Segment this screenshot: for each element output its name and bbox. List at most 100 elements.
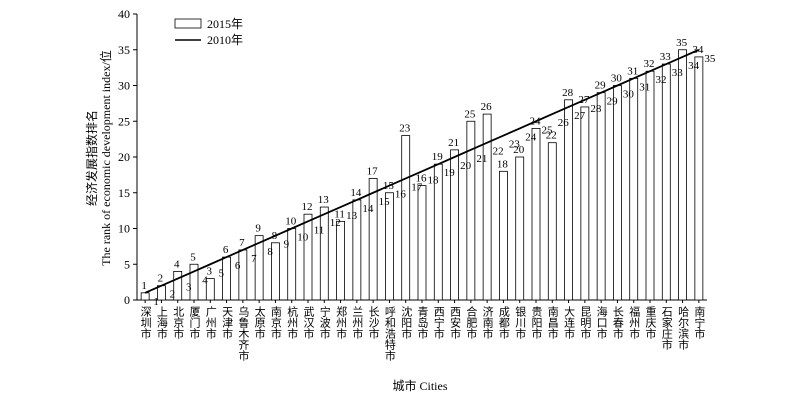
- line-value-label: 10: [297, 232, 309, 244]
- bar: [547, 142, 557, 301]
- x-tick-label: 合肥市: [465, 305, 478, 340]
- bar: [385, 192, 394, 301]
- line-value-label: 34: [688, 60, 700, 72]
- bar-value-label: 35: [676, 37, 688, 49]
- bar-value-label: 17: [367, 165, 379, 177]
- bar-value-label: 32: [644, 58, 655, 70]
- bar-value-label: 26: [481, 101, 493, 113]
- bar: [189, 263, 199, 301]
- bar-value-label: 16: [416, 173, 428, 185]
- line-value-label: 12: [330, 217, 341, 229]
- x-tick-label: 大连市: [563, 305, 576, 340]
- bar: [629, 77, 639, 301]
- bar: [661, 63, 671, 301]
- bar: [319, 206, 329, 301]
- bar: [645, 70, 655, 301]
- x-tick-label: 青岛市: [416, 306, 429, 340]
- bar-value-label: 25: [464, 108, 476, 120]
- line-value-label: 13: [346, 210, 358, 222]
- bar-value-label: 6: [223, 244, 229, 256]
- bar-value-label: 3: [207, 266, 213, 278]
- bar: [596, 92, 606, 301]
- bar-value-label: 2: [158, 273, 164, 285]
- line-value-label: 9: [284, 239, 290, 251]
- x-tick-label: 呼和浩特市: [383, 306, 396, 362]
- bar: [564, 99, 573, 301]
- bar-value-label: 9: [255, 223, 261, 235]
- x-tick-label: 长春市: [611, 306, 624, 340]
- x-tick-label: 哈尔滨市: [677, 306, 690, 351]
- x-tick-label: 重庆市: [644, 305, 657, 340]
- bar-value-label: 21: [448, 137, 459, 149]
- x-tick-label: 上海市: [155, 306, 168, 340]
- bar-value-label: 19: [432, 151, 444, 163]
- x-tick-label: 武汉市: [302, 306, 315, 340]
- bar-value-label: 18: [497, 158, 509, 170]
- bar-value-label: 5: [190, 251, 196, 263]
- line-value-label: 17: [411, 181, 423, 193]
- y-tick-label: 25: [118, 114, 130, 128]
- bar: [417, 185, 427, 301]
- bar: [515, 156, 525, 301]
- x-tick-label: 成都市: [497, 306, 510, 340]
- bar-value-label: 13: [318, 194, 330, 206]
- line-value-label: 11: [314, 224, 325, 236]
- x-tick-label: 兰州市: [351, 306, 364, 340]
- line-value-label: 3: [186, 282, 192, 294]
- bar: [531, 127, 541, 301]
- x-tick-label: 北京市: [172, 306, 185, 340]
- bar: [401, 135, 411, 301]
- legend-label: 2015年: [207, 17, 243, 31]
- x-tick-label: 天津市: [221, 306, 234, 340]
- bar: [303, 213, 313, 301]
- bar-value-label: 14: [350, 187, 362, 199]
- bar-value-label: 28: [562, 87, 574, 99]
- bar-value-label: 23: [399, 123, 411, 135]
- bar: [678, 49, 687, 301]
- y-tick-label: 5: [124, 257, 130, 271]
- x-tick-label: 郑州市: [335, 305, 348, 340]
- x-tick-label: 广州市: [204, 306, 217, 340]
- bar: [368, 178, 378, 301]
- x-tick-label: 南昌市: [546, 306, 559, 340]
- x-tick-label: 昆明市: [579, 306, 592, 340]
- x-axis-title: 城市 Cities: [392, 378, 447, 393]
- line: [144, 48, 700, 294]
- line-value-label: 27: [574, 110, 586, 122]
- x-tick-label: 厦门市: [188, 306, 201, 340]
- x-tick-label: 长沙市: [367, 306, 380, 340]
- bar-value-label: 22: [546, 130, 557, 142]
- bar-value-label: 33: [660, 51, 672, 63]
- x-tick-label: 太原市: [253, 306, 266, 340]
- bar: [482, 113, 492, 301]
- line-value-label: 28: [590, 103, 602, 115]
- line-value-label: 32: [656, 74, 667, 86]
- line-value-label: 22: [493, 146, 504, 158]
- y-tick-label: 10: [118, 222, 130, 236]
- bar: [254, 235, 264, 301]
- line-value-label: 20: [460, 160, 472, 172]
- x-tick-label: 南京市: [269, 306, 282, 340]
- bar: [694, 56, 704, 301]
- bar: [580, 106, 590, 301]
- y-axis-title: The rank of economic development index/位: [98, 50, 113, 266]
- bar-value-label: 10: [285, 216, 297, 228]
- bar: [173, 270, 183, 301]
- line-value-label: 18: [428, 174, 440, 186]
- line-value-label: 8: [267, 246, 273, 258]
- bar: [271, 242, 280, 301]
- bar: [499, 170, 508, 301]
- x-tick-label: 乌鲁木齐市: [237, 305, 250, 362]
- legend-label: 2010年: [207, 33, 243, 47]
- bar: [238, 249, 248, 301]
- line-value-label: 7: [251, 253, 257, 265]
- legend-swatch: [174, 18, 202, 29]
- bar: [466, 120, 476, 301]
- line-value-label: 5: [219, 267, 225, 279]
- bar-value-label: 4: [174, 258, 180, 270]
- line-value-label: 33: [672, 67, 684, 79]
- line-value-label: 30: [623, 89, 635, 101]
- y-tick-label: 35: [118, 43, 130, 57]
- y-tick-label: 20: [118, 150, 130, 164]
